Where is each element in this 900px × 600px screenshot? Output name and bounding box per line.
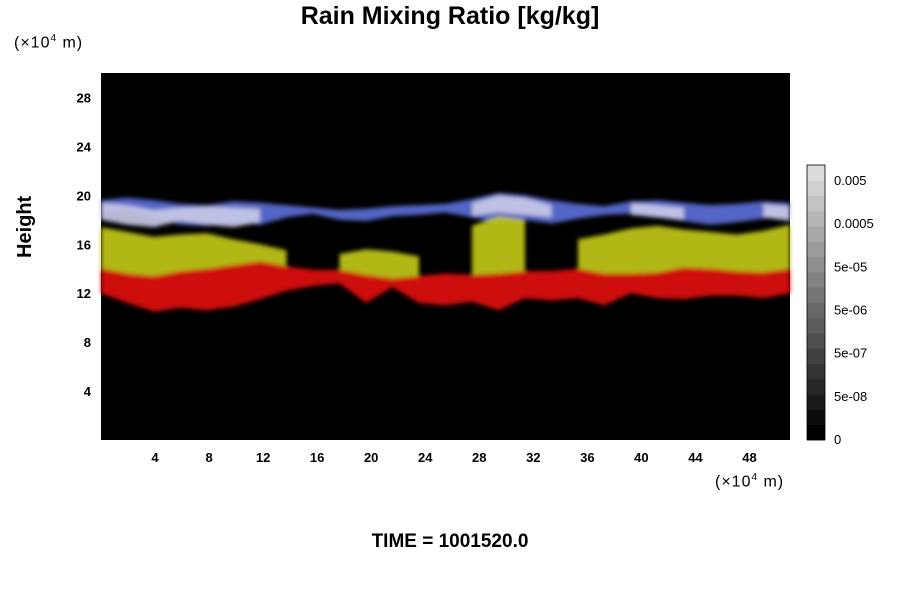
colorbar-label-0: 0.005: [834, 173, 867, 188]
x-tick-label-6: 28: [472, 450, 486, 465]
colorbar-swatch-3: [807, 378, 825, 395]
x-tick-label-2: 12: [256, 450, 270, 465]
x-tick-label-10: 44: [688, 450, 703, 465]
layer-1-band-1: [472, 195, 552, 218]
layer-2-band-1: [339, 249, 419, 279]
x-tick-label-11: 48: [742, 450, 756, 465]
x-axis-unit: (×104 m): [715, 472, 784, 491]
colorbar-swatch-9: [807, 287, 825, 303]
y-unit-exponent: 4: [50, 33, 58, 44]
y-tick-label-3: 16: [77, 237, 91, 252]
layer-2-band-0: [101, 227, 287, 277]
y-tick-label-6: 28: [77, 90, 91, 105]
colorbar-swatch-6: [807, 333, 825, 349]
colorbar-swatch-12: [807, 241, 825, 257]
y-tick-label-5: 24: [77, 139, 92, 154]
x-unit-exponent: 4: [751, 472, 759, 483]
colorbar-label-6: 0: [834, 432, 841, 447]
time-label: TIME = 1001520.0: [371, 531, 529, 552]
x-tick-label-0: 4: [151, 450, 159, 465]
y-unit-prefix: (×10: [14, 34, 51, 52]
colorbar: 0.005 0.0005 5e-05 5e-06 5e-07 5e-08 0: [806, 164, 874, 447]
x-unit-suffix: m): [758, 473, 785, 491]
colorbar-swatch-16: [807, 180, 825, 196]
colorbar-swatch-2: [807, 394, 825, 410]
colorbar-swatch-15: [807, 195, 825, 212]
layer-0-band-0: [101, 192, 790, 226]
y-tick-label-1: 8: [84, 335, 91, 350]
chart-title: Rain Mixing Ratio [kg/kg]: [300, 2, 600, 30]
y-tick-label-2: 12: [77, 286, 91, 301]
x-axis-ticks: 4 8 12 16 20 24 28 32 36 40 44 48: [151, 450, 756, 465]
x-tick-label-9: 40: [634, 450, 648, 465]
data-layers: [101, 192, 790, 312]
y-tick-label-0: 4: [84, 384, 92, 399]
x-tick-label-1: 8: [205, 450, 212, 465]
y-axis-unit: (×104 m): [14, 33, 83, 52]
colorbar-swatch-5: [807, 348, 825, 364]
colorbar-label-3: 5e-06: [834, 303, 867, 318]
colorbar-label-1: 0.0005: [834, 216, 874, 231]
colorbar-swatch-11: [807, 256, 825, 273]
colorbar-swatch-1: [807, 409, 825, 426]
x-tick-label-4: 20: [364, 450, 378, 465]
layer-2-band-3: [578, 224, 790, 274]
layer-1-band-3: [763, 203, 790, 221]
colorbar-swatch-10: [807, 271, 825, 288]
colorbar-swatch-7: [807, 317, 825, 334]
y-tick-label-4: 20: [77, 188, 91, 203]
layer-1-band-0: [101, 202, 260, 228]
colorbar-label-5: 5e-08: [834, 389, 867, 404]
y-axis-ticks: 4 8 12 16 20 24 28: [77, 90, 92, 399]
x-tick-label-7: 32: [526, 450, 540, 465]
colorbar-frame: [806, 164, 826, 441]
colorbar-swatch-17: [807, 165, 825, 181]
layer-2-band-2: [472, 216, 525, 275]
colorbar-label-2: 5e-05: [834, 259, 867, 274]
x-unit-prefix: (×10: [715, 473, 752, 491]
colorbar-swatch-8: [807, 302, 825, 319]
x-tick-label-3: 16: [310, 450, 324, 465]
layer-1-band-2: [631, 202, 684, 220]
colorbar-swatch-13: [807, 226, 825, 242]
x-tick-label-5: 24: [418, 450, 433, 465]
y-unit-suffix: m): [57, 34, 84, 52]
colorbar-swatch-14: [807, 210, 825, 227]
colorbar-label-4: 5e-07: [834, 346, 867, 361]
x-tick-label-8: 36: [580, 450, 594, 465]
colorbar-swatch-4: [807, 363, 825, 380]
colorbar-swatch-0: [807, 424, 825, 441]
layer-3-band-0: [101, 261, 790, 312]
